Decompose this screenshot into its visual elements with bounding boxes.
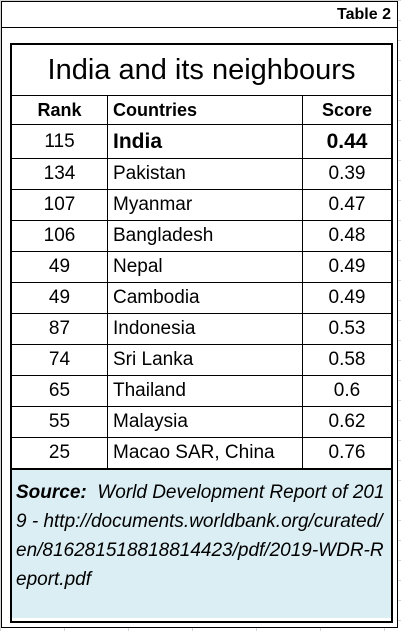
country-cell: Cambodia [108, 283, 303, 313]
score-cell: 0.44 [326, 130, 368, 153]
source-label: Source: [16, 482, 87, 503]
source-text: World Development Report of 2019 - http:… [16, 482, 385, 590]
rank-cell: 55 [12, 407, 108, 437]
table-row: 87 Indonesia 0.53 [12, 314, 391, 345]
header-score: Score [321, 100, 373, 120]
table-title: India and its neighbours [12, 45, 391, 96]
rank-cell: 134 [12, 159, 108, 189]
source-note: Source: World Development Report of 2019… [12, 470, 391, 618]
country-cell: Bangladesh [108, 221, 303, 251]
country-cell: Sri Lanka [108, 345, 303, 375]
rank-cell: 115 [12, 125, 108, 158]
table-row: 49 Cambodia 0.49 [12, 283, 391, 314]
table-row: 107 Myanmar 0.47 [12, 190, 391, 221]
rank-cell: 106 [12, 221, 108, 251]
country-cell: India [108, 125, 303, 158]
country-cell: Malaysia [108, 407, 303, 437]
score-cell: 0.39 [328, 163, 366, 184]
data-table: India and its neighbours Rank Countries … [10, 43, 393, 623]
rank-cell: 74 [12, 345, 108, 375]
header-rank: Rank [12, 96, 108, 124]
score-cell: 0.62 [328, 411, 366, 432]
score-cell: 0.58 [328, 349, 366, 370]
country-cell: Nepal [108, 252, 303, 282]
score-cell: 0.49 [328, 256, 366, 277]
rank-cell: 107 [12, 190, 108, 220]
table-row: 25 Macao SAR, China 0.76 [12, 438, 391, 470]
header-countries: Countries [108, 96, 303, 124]
rank-cell: 25 [12, 438, 108, 468]
country-cell: Pakistan [108, 159, 303, 189]
score-cell: 0.48 [328, 225, 366, 246]
country-cell: Thailand [108, 376, 303, 406]
table-row: 65 Thailand 0.6 [12, 376, 391, 407]
score-cell: 0.49 [328, 287, 366, 308]
country-cell: Indonesia [108, 314, 303, 344]
score-cell: 0.53 [328, 318, 366, 339]
table-row: 49 Nepal 0.49 [12, 252, 391, 283]
table-row: 74 Sri Lanka 0.58 [12, 345, 391, 376]
table-header-row: Rank Countries Score [12, 96, 391, 125]
table-number: Table 2 [2, 2, 397, 28]
table-row: 106 Bangladesh 0.48 [12, 221, 391, 252]
table-row: 55 Malaysia 0.62 [12, 407, 391, 438]
rank-cell: 49 [12, 283, 108, 313]
rank-cell: 49 [12, 252, 108, 282]
table-row: 115 India 0.44 [12, 125, 391, 159]
score-cell: 0.76 [328, 442, 366, 463]
score-cell: 0.6 [333, 380, 361, 401]
table-row: 134 Pakistan 0.39 [12, 159, 391, 190]
country-cell: Myanmar [108, 190, 303, 220]
rank-cell: 65 [12, 376, 108, 406]
rank-cell: 87 [12, 314, 108, 344]
score-cell: 0.47 [328, 194, 366, 215]
country-cell: Macao SAR, China [108, 438, 303, 468]
